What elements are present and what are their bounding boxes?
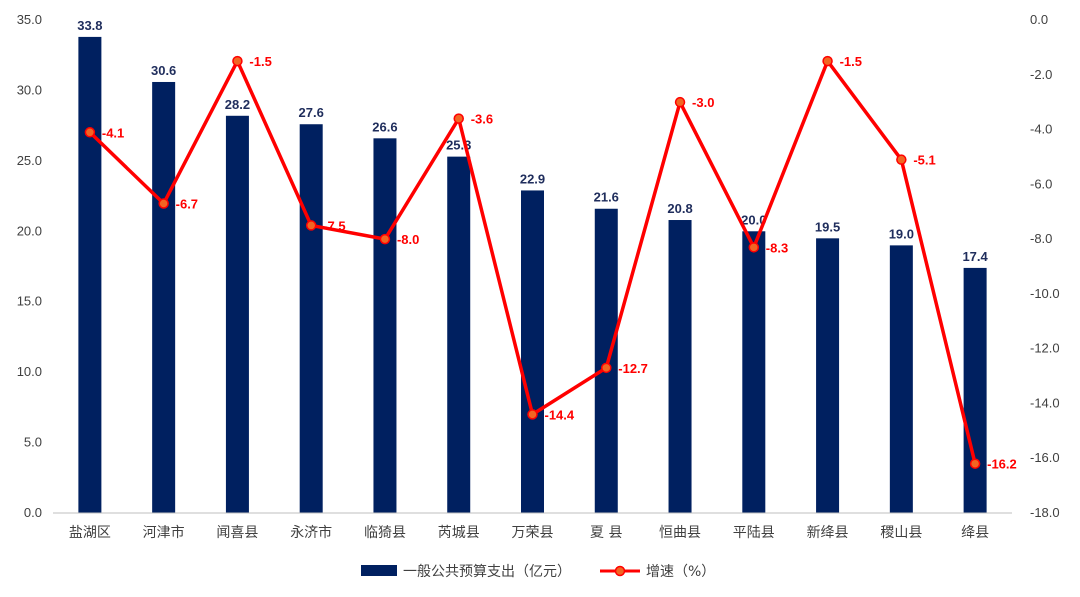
category-label: 闻喜县 (216, 525, 258, 541)
bar (668, 220, 692, 513)
bar (594, 208, 618, 513)
line-marker (232, 55, 243, 67)
left-tick-label: 20.0 (17, 223, 42, 238)
line-marker (527, 409, 538, 420)
line-marker (601, 362, 612, 374)
left-tick-label: 25.0 (17, 153, 42, 168)
legend-line-marker (614, 565, 626, 577)
category-label: 新绛县 (807, 525, 849, 541)
line-value-label: -7.5 (323, 218, 345, 233)
legend-bar-swatch (361, 565, 397, 576)
bar-value-label: 26.6 (372, 119, 397, 134)
bar-value-label: 27.6 (299, 105, 324, 120)
bar-value-label: 33.8 (77, 18, 102, 33)
bar (152, 81, 176, 513)
line-marker (969, 458, 981, 469)
right-tick-label: -2.0 (1030, 67, 1052, 82)
bar-value-label: 19.0 (889, 226, 914, 241)
line-value-label: -5.1 (913, 153, 935, 168)
left-tick-label: 35.0 (17, 12, 42, 27)
left-tick-label: 5.0 (24, 435, 42, 450)
bar (373, 138, 397, 513)
left-tick-label: 0.0 (24, 505, 42, 520)
left-tick-label: 30.0 (17, 82, 42, 97)
category-label: 平陆县 (733, 525, 775, 541)
category-axis: 盐湖区 河津市 闻喜县 永济市 临猗县 芮城县 万荣县 夏 县 恒曲县 平陆县 新绛县 稷山县 绛县 (69, 524, 989, 541)
left-tick-label: 10.0 (17, 364, 42, 379)
category-label: 恒曲县 (659, 525, 701, 541)
line-marker (84, 127, 96, 138)
category-label: 夏 县 (590, 525, 622, 541)
category-label: 稷山县 (880, 525, 922, 541)
line-marker (379, 233, 391, 245)
bar-value-label: 28.2 (225, 97, 250, 112)
line-value-label: -8.3 (766, 240, 788, 255)
right-tick-label: -6.0 (1030, 176, 1052, 191)
legend-line-label: 增速（%） (646, 564, 715, 580)
legend: 一般公共预算支出（亿元） 增速（%） (361, 564, 715, 580)
right-tick-label: 0.0 (1030, 12, 1048, 27)
line-series: -4.1 -6.7 -1.5 -7.5 -8.0 -3.6 -14.4 -12.7 -3.0 -8… (84, 54, 1017, 472)
right-tick-label: -8.0 (1030, 231, 1052, 246)
right-axis: 0.0 -2.0 -4.0 -6.0 -8.0 -10.0 -12.0 -14.0 -16.0 -… (1030, 12, 1060, 520)
right-tick-label: -14.0 (1030, 395, 1060, 410)
line-marker (305, 220, 317, 231)
bar-value-label: 20.8 (667, 201, 692, 216)
line-value-label: -1.5 (249, 54, 271, 69)
line-value-label: -3.6 (471, 112, 493, 127)
bar (78, 36, 102, 513)
legend-bar-label: 一般公共预算支出（亿元） (403, 564, 571, 580)
bar (889, 245, 913, 513)
category-label: 临猗县 (364, 525, 406, 541)
line-marker (748, 242, 760, 253)
line-value-label: -6.7 (176, 197, 198, 212)
line-value-label: -12.7 (618, 361, 648, 376)
right-tick-label: -12.0 (1030, 341, 1060, 356)
bar-value-label: 30.6 (151, 63, 176, 78)
bar-value-label: 17.4 (962, 249, 988, 264)
line-value-label: -16.2 (987, 457, 1017, 472)
bar-value-label: 22.9 (520, 171, 545, 186)
bar-value-label: 21.6 (594, 190, 619, 205)
line-marker (822, 55, 833, 67)
bar (521, 190, 544, 514)
category-label: 盐湖区 (69, 525, 111, 541)
bar (816, 238, 840, 514)
line-value-label: -1.5 (840, 54, 862, 69)
bar-series: 33.830.628.227.626.625.322.921.620.820.0… (77, 18, 989, 514)
right-tick-label: -16.0 (1030, 450, 1060, 465)
right-tick-label: -4.0 (1030, 122, 1052, 137)
category-label: 芮城县 (438, 524, 480, 541)
bar (963, 267, 987, 513)
line-value-label: -8.0 (397, 232, 419, 247)
right-tick-label: -10.0 (1030, 286, 1060, 301)
category-label: 永济市 (290, 524, 332, 541)
left-axis: 0.0 5.0 10.0 15.0 20.0 25.0 30.0 35.0 (17, 12, 42, 520)
bar (299, 124, 323, 513)
line-marker (896, 154, 907, 165)
bar (742, 231, 766, 514)
line-value-label: -14.4 (545, 407, 575, 422)
line-value-label: -3.0 (692, 95, 714, 110)
category-label: 绛县 (961, 525, 989, 541)
right-tick-label: -18.0 (1030, 505, 1060, 520)
line-marker (674, 96, 686, 108)
category-label: 万荣县 (512, 525, 554, 541)
left-tick-label: 15.0 (17, 294, 42, 309)
bar (447, 156, 471, 514)
line-marker (453, 113, 464, 124)
bar-value-label: 19.5 (815, 219, 840, 234)
line-value-label: -4.1 (102, 125, 124, 140)
category-label: 河津市 (143, 524, 185, 541)
bar-value-label: 20.0 (741, 212, 766, 227)
line-marker (158, 198, 169, 209)
bar (225, 115, 249, 513)
